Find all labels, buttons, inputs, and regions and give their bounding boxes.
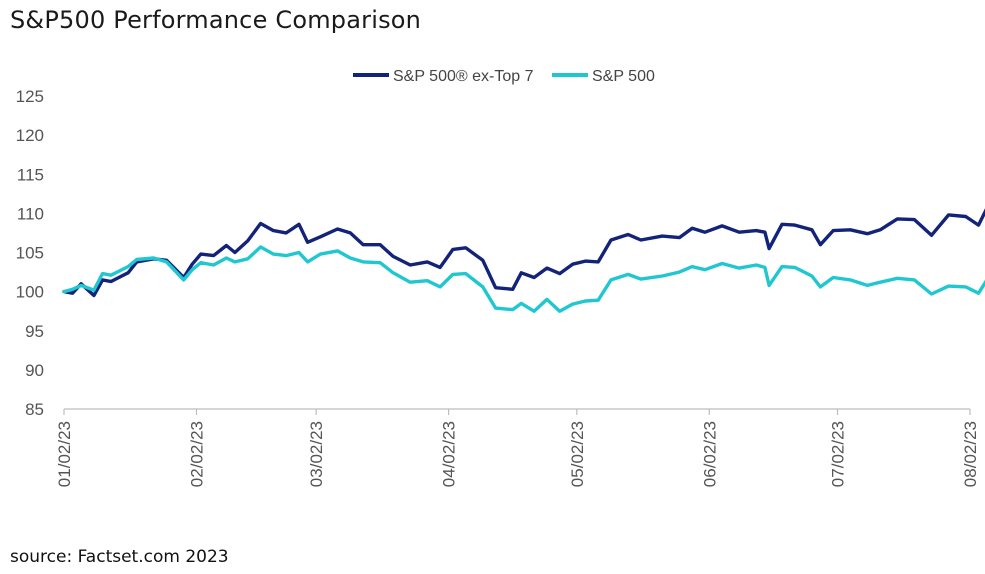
series-line-sp500 bbox=[62, 245, 985, 313]
x-tick-label: 01/02/23 bbox=[55, 421, 74, 487]
y-tick-label: 120 bbox=[16, 126, 44, 145]
x-tick-label: 02/02/23 bbox=[187, 421, 206, 487]
y-tick-label: 105 bbox=[16, 244, 44, 263]
chart-title: S&P500 Performance Comparison bbox=[10, 6, 422, 34]
y-tick-label: 95 bbox=[25, 322, 44, 341]
legend-label: S&P 500 bbox=[592, 68, 655, 85]
legend-label: S&P 500® ex-Top 7 bbox=[393, 68, 534, 85]
y-axis: 85 90 95 100 105 110 115 120 125 bbox=[16, 87, 44, 419]
x-axis: 01/02/23 02/02/23 03/02/23 04/02/23 05/02/23… bbox=[55, 408, 980, 487]
source-note: source: Factset.com 2023 bbox=[10, 547, 229, 567]
x-tick-label: 06/02/23 bbox=[700, 421, 719, 487]
y-tick-label: 100 bbox=[16, 283, 44, 302]
plot-lines bbox=[62, 208, 985, 313]
y-tick-label: 125 bbox=[16, 87, 44, 106]
x-tick-label: 08/02/23 bbox=[961, 421, 980, 487]
x-tick-label: 07/02/23 bbox=[829, 421, 848, 487]
legend: S&P 500® ex-Top 7 S&P 500 bbox=[353, 68, 655, 85]
y-tick-label: 110 bbox=[17, 204, 44, 223]
series-line-sp500-ex-top7 bbox=[62, 208, 985, 298]
x-tick-label: 05/02/23 bbox=[568, 421, 587, 487]
x-tick-label: 03/02/23 bbox=[307, 421, 326, 487]
y-tick-label: 85 bbox=[25, 400, 44, 419]
y-tick-label: 90 bbox=[25, 361, 44, 380]
x-tick-label: 04/02/23 bbox=[440, 421, 459, 487]
y-tick-label: 115 bbox=[17, 165, 44, 184]
